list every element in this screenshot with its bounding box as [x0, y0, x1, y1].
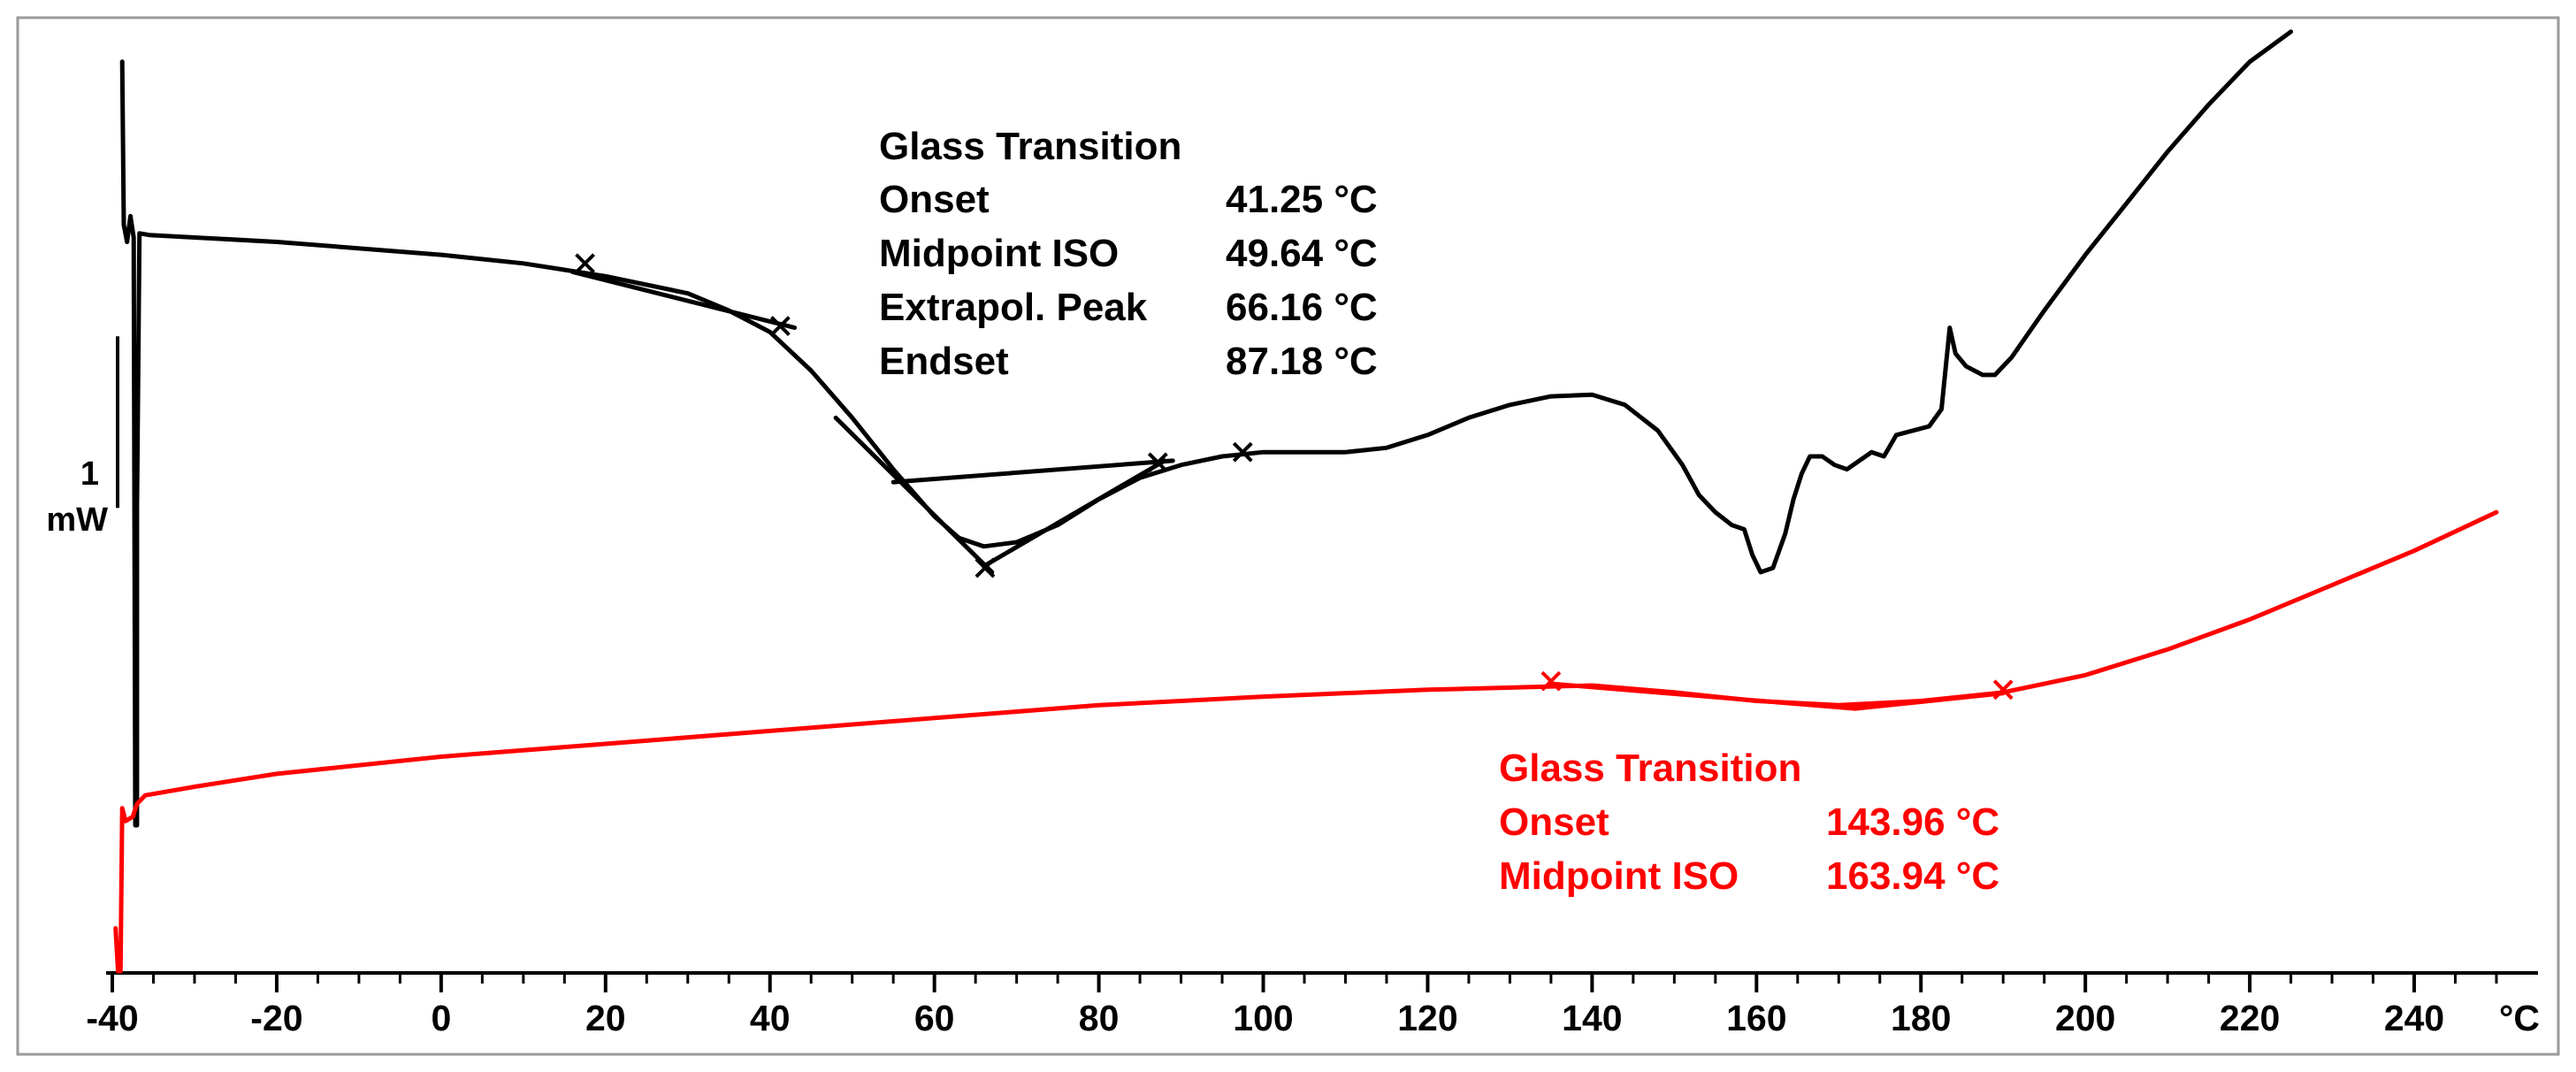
annotation-value: 143.96 °C: [1826, 800, 1999, 844]
annotation-block-black: Glass Transition Onset 41.25 °C Midpoint…: [879, 125, 1378, 383]
x-tick-label: 100: [1233, 998, 1293, 1038]
x-tick-label: 160: [1726, 998, 1786, 1038]
annotation-value: 66.16 °C: [1226, 286, 1378, 329]
fit-line: [891, 458, 1175, 485]
x-tick-label: -40: [86, 998, 138, 1038]
fit-line: [981, 458, 1167, 569]
transition-marker: [1232, 441, 1253, 463]
annotation-title: Glass Transition: [1499, 747, 1801, 790]
scale-unit: mW: [46, 502, 108, 539]
x-tick-label: -20: [250, 998, 302, 1038]
x-tick-label: 200: [2055, 998, 2115, 1038]
annotation-label: Extrapol. Peak: [879, 286, 1148, 329]
transition-marker: [1540, 670, 1562, 692]
x-unit-label: °C: [2499, 998, 2540, 1038]
fit-line: [1853, 691, 2006, 711]
fit-line: [1548, 681, 1858, 711]
x-tick-label: 140: [1562, 998, 1622, 1038]
series-group: [113, 29, 2499, 974]
series-line-red: [113, 509, 2499, 974]
annotation-label: Endset: [879, 340, 1009, 383]
fit-lines: [570, 269, 2006, 711]
annotation-block-red: Glass Transition Onset 143.96 °C Midpoin…: [1499, 747, 1999, 898]
transition-marker: [575, 253, 595, 274]
x-tick-label: 20: [585, 998, 626, 1038]
annotation-label: Onset: [1499, 800, 1609, 844]
series-line-black: [119, 29, 2294, 828]
transition-marker: [1992, 679, 2014, 701]
annotation-value: 163.94 °C: [1826, 854, 1999, 898]
transition-marker: [975, 557, 996, 578]
x-tick-label: 240: [2384, 998, 2444, 1038]
transition-marker: [769, 316, 791, 336]
annotation-label: Midpoint ISO: [879, 232, 1119, 275]
annotation-label: Midpoint ISO: [1499, 854, 1739, 898]
scale-value: 1: [80, 456, 99, 493]
plot-frame: [16, 16, 2560, 1056]
annotation-title: Glass Transition: [879, 125, 1181, 168]
x-tick-label: 0: [431, 998, 451, 1038]
annotation-value: 87.18 °C: [1226, 340, 1378, 383]
x-axis: [106, 336, 2538, 992]
x-tick-label: 40: [750, 998, 791, 1038]
annotation-label: Onset: [879, 178, 990, 221]
x-tick-label: 60: [914, 998, 955, 1038]
x-tick-labels: -40 -20 0 20 40 60 80 100 120 140 160 180 200 220 240 °…: [86, 998, 2540, 1038]
annotation-value: 41.25 °C: [1226, 178, 1378, 221]
x-tick-label: 180: [1891, 998, 1951, 1038]
fit-line: [570, 269, 798, 330]
x-tick-label: 120: [1397, 998, 1457, 1038]
x-tick-label: 220: [2220, 998, 2280, 1038]
annotation-value: 49.64 °C: [1226, 232, 1378, 275]
transition-marker: [1147, 452, 1168, 473]
fit-line: [833, 415, 995, 575]
x-tick-label: 80: [1079, 998, 1120, 1038]
markers: [575, 253, 2014, 701]
